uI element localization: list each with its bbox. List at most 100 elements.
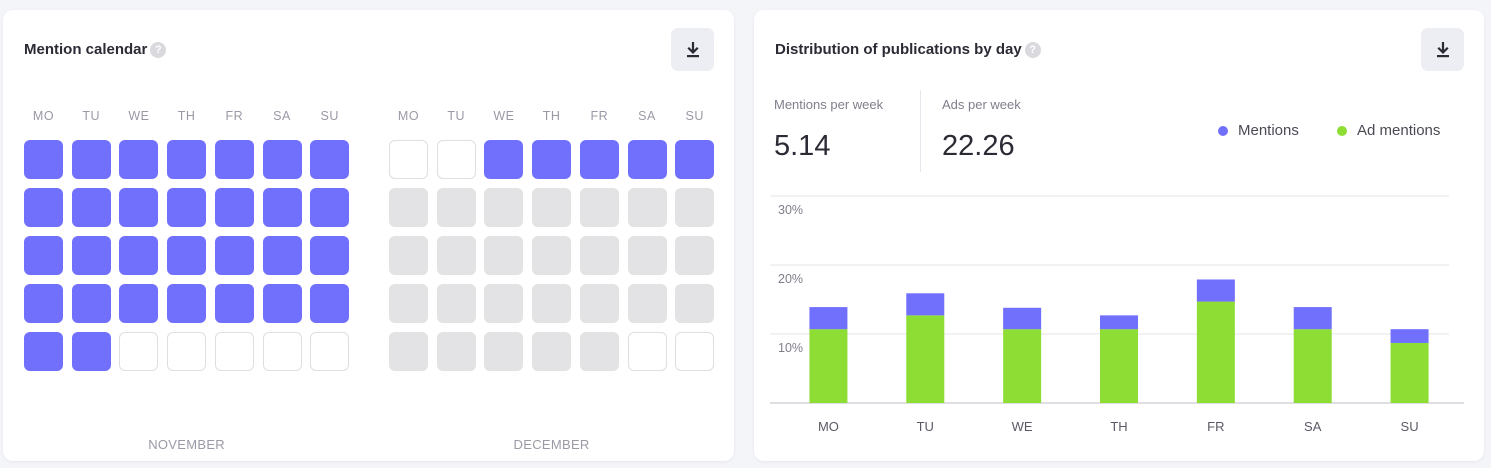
ads-per-week-label: Ads per week <box>942 97 1021 112</box>
help-icon[interactable]: ? <box>150 41 167 58</box>
legend-ad-mentions[interactable]: Ad mentions <box>1337 122 1440 139</box>
calendar-day-cell[interactable] <box>119 236 159 275</box>
calendar-day-cell[interactable] <box>167 188 207 227</box>
calendar-day-cell[interactable] <box>24 332 63 371</box>
calendar-day-cell[interactable] <box>167 284 207 323</box>
bar-segment-mentions <box>1100 315 1138 330</box>
weekday-header-fr: FR <box>225 109 244 123</box>
legend-ad-mentions-label: Ad mentions <box>1357 122 1441 139</box>
month-label-november: NOVEMBER <box>148 437 225 452</box>
calendar-day-cell[interactable] <box>484 140 524 179</box>
calendar-day-cell[interactable] <box>310 140 350 179</box>
bar-segment-mentions <box>1390 329 1429 343</box>
calendar-day-cell[interactable] <box>214 188 254 227</box>
calendar-day-cell[interactable] <box>24 236 63 275</box>
calendar-day-cell <box>389 236 428 275</box>
weekday-header-th: TH <box>542 109 561 123</box>
legend-ad-mentions-dot <box>1337 125 1347 136</box>
calendar-day-cell[interactable] <box>71 188 111 227</box>
calendar-day-cell[interactable] <box>262 140 302 179</box>
weekday-header-we: WE <box>493 109 515 123</box>
calendar-day-cell <box>579 236 619 275</box>
calendar-day-cell[interactable] <box>579 140 619 179</box>
x-tick-label: WE <box>1012 419 1033 434</box>
calendar-day-cell <box>119 332 159 371</box>
download-button[interactable] <box>1421 28 1464 71</box>
calendar-day-cell <box>675 332 715 371</box>
calendar-day-cell[interactable] <box>310 284 350 323</box>
weekday-header-sa: SA <box>273 109 291 123</box>
calendar-day-cell[interactable] <box>71 140 111 179</box>
distribution-card: Distribution of publications by day ? Me… <box>754 10 1484 461</box>
calendar-day-cell[interactable] <box>262 188 302 227</box>
bar-segment-mentions <box>1003 307 1042 330</box>
calendar-day-cell <box>675 188 715 227</box>
calendar-day-cell[interactable] <box>167 236 207 275</box>
calendar-day-cell <box>436 140 476 179</box>
calendar-day-cell[interactable] <box>214 140 254 179</box>
calendar-day-cell[interactable] <box>167 140 207 179</box>
calendar-day-cell[interactable] <box>675 140 715 179</box>
weekday-header-su: SU <box>320 109 339 123</box>
y-tick-label: 10% <box>778 341 803 355</box>
calendar-day-cell[interactable] <box>71 332 111 371</box>
bar-segment-mentions <box>809 307 848 330</box>
y-tick-label: 20% <box>778 272 803 286</box>
calendar-day-cell[interactable] <box>24 284 63 323</box>
bar-segment-mentions <box>906 293 945 316</box>
mentions-per-week-value: 5.14 <box>774 130 831 162</box>
weekday-header-th: TH <box>177 109 196 123</box>
calendar-day-cell[interactable] <box>214 236 254 275</box>
weekday-header-tu: TU <box>447 109 466 123</box>
weekday-header-sa: SA <box>638 109 656 123</box>
calendar-day-cell <box>675 236 715 275</box>
x-tick-label: SU <box>1401 419 1419 434</box>
calendar-day-cell[interactable] <box>24 188 63 227</box>
calendar-day-cell <box>214 332 254 371</box>
bar-segment-mentions <box>1196 279 1235 302</box>
calendar-day-cell <box>310 332 350 371</box>
weekday-header-mo: MO <box>32 109 55 123</box>
calendar-day-cell[interactable] <box>119 188 159 227</box>
bar-segment-ad-mentions <box>1293 329 1332 403</box>
calendar-day-cell <box>436 188 476 227</box>
calendar-day-cell[interactable] <box>262 284 302 323</box>
mention-calendar-title: Mention calendar ? <box>24 41 167 58</box>
calendar-day-cell <box>389 284 428 323</box>
calendar-day-cell <box>532 236 572 275</box>
calendar-day-cell <box>262 332 302 371</box>
distribution-title: Distribution of publications by day ? <box>775 41 1041 58</box>
calendar-day-cell[interactable] <box>310 188 350 227</box>
mentions-per-week-label: Mentions per week <box>774 97 884 112</box>
calendar-day-cell <box>484 188 524 227</box>
calendar-day-cell[interactable] <box>262 236 302 275</box>
legend-mentions[interactable]: Mentions <box>1218 122 1299 139</box>
distribution-bar-chart: 30% 20% 10% MO TU WE TH FR SA SU <box>770 195 1464 434</box>
calendar-day-cell <box>627 332 667 371</box>
calendar-day-cell[interactable] <box>119 284 159 323</box>
help-icon[interactable]: ? <box>1024 41 1041 58</box>
ads-per-week-value: 22.26 <box>942 130 1015 162</box>
download-button[interactable] <box>671 28 714 71</box>
download-icon <box>1436 41 1449 57</box>
calendar-day-cell <box>484 236 524 275</box>
calendar-day-cell[interactable] <box>71 236 111 275</box>
calendar-day-cell[interactable] <box>119 140 159 179</box>
calendar-day-cell[interactable] <box>627 140 667 179</box>
legend-mentions-label: Mentions <box>1238 122 1299 139</box>
month-label-december: DECEMBER <box>513 437 590 452</box>
calendar-day-cell[interactable] <box>310 236 350 275</box>
calendar-day-cell[interactable] <box>24 140 63 179</box>
calendar-day-cell <box>389 188 428 227</box>
distribution-title-text: Distribution of publications by day <box>775 41 1022 58</box>
weekday-header-tu: TU <box>82 109 101 123</box>
calendar-day-cell <box>579 188 619 227</box>
calendar-day-cell <box>436 332 476 371</box>
calendar-day-cell[interactable] <box>214 284 254 323</box>
x-tick-label: TH <box>1110 419 1127 434</box>
x-tick-label: TU <box>917 419 934 434</box>
calendar-day-cell[interactable] <box>71 284 111 323</box>
weekday-header-su: SU <box>685 109 704 123</box>
calendar-day-cell <box>532 188 572 227</box>
calendar-day-cell[interactable] <box>532 140 572 179</box>
